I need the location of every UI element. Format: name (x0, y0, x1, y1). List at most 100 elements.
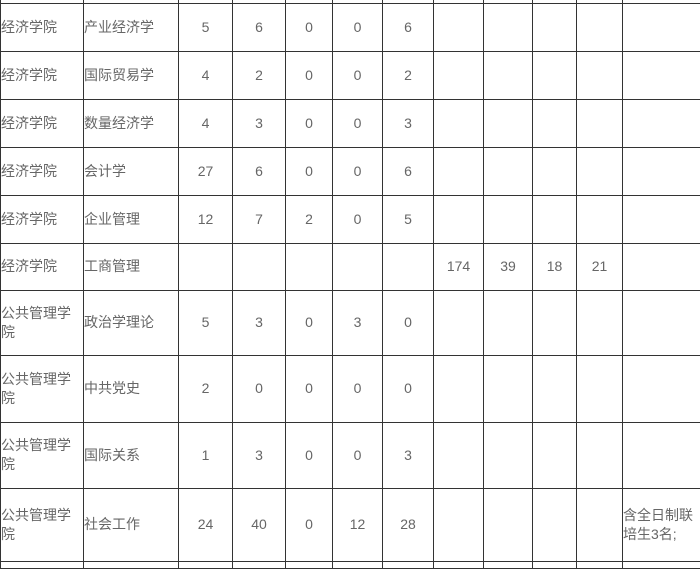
table-row: 公共管理学院 社会工作 24 40 0 12 28 含全日制联培生3名; (0, 487, 700, 562)
college-cell: 经济学院 (0, 242, 84, 291)
value-cell (433, 146, 484, 196)
value-cell: 6 (232, 2, 286, 52)
value-cell: 0 (382, 289, 434, 356)
value-cell (433, 194, 484, 244)
value-cell (576, 50, 623, 100)
value-cell (532, 98, 577, 148)
major-cell: 工商管理 (83, 242, 179, 291)
value-cell: 0 (285, 421, 333, 489)
value-cell: 2 (285, 194, 333, 244)
value-cell: 4 (178, 50, 233, 100)
notes-cell (622, 242, 700, 291)
value-cell (576, 421, 623, 489)
value-cell: 0 (285, 289, 333, 356)
table-row: 经济学院 会计学 27 6 0 0 6 (0, 146, 700, 196)
value-cell: 5 (382, 194, 434, 244)
college-cell: 经济学院 (0, 2, 84, 52)
college-cell: 公共管理学院 (0, 289, 84, 356)
college-cell: 经济学院 (0, 50, 84, 100)
notes-cell (622, 289, 700, 356)
college-cell: 公共管理学院 (0, 354, 84, 423)
value-cell (532, 194, 577, 244)
value-cell (232, 242, 286, 291)
notes-cell (622, 2, 700, 52)
value-cell (483, 354, 533, 423)
value-cell: 12 (332, 487, 383, 562)
value-cell (382, 242, 434, 291)
value-cell: 3 (382, 98, 434, 148)
empty-cell (382, 560, 434, 569)
major-cell: 国际贸易学 (83, 50, 179, 100)
value-cell: 0 (332, 146, 383, 196)
value-cell (483, 487, 533, 562)
value-cell: 0 (382, 354, 434, 423)
value-cell: 12 (178, 194, 233, 244)
table-row: 经济学院 国际贸易学 4 2 0 0 2 (0, 50, 700, 100)
value-cell: 0 (332, 421, 383, 489)
value-cell (532, 289, 577, 356)
major-cell: 企业管理 (83, 194, 179, 244)
value-cell (483, 146, 533, 196)
value-cell: 6 (232, 146, 286, 196)
value-cell (433, 487, 484, 562)
value-cell (178, 242, 233, 291)
value-cell: 28 (382, 487, 434, 562)
value-cell (576, 98, 623, 148)
value-cell (576, 194, 623, 244)
value-cell (433, 50, 484, 100)
value-cell (532, 421, 577, 489)
empty-cell (332, 560, 383, 569)
college-cell: 经济学院 (0, 98, 84, 148)
value-cell (532, 487, 577, 562)
value-cell (576, 354, 623, 423)
value-cell (433, 289, 484, 356)
value-cell: 3 (382, 421, 434, 489)
value-cell: 0 (332, 194, 383, 244)
value-cell: 7 (232, 194, 286, 244)
value-cell: 0 (332, 98, 383, 148)
table-row: 公共管理学院 政治学理论 5 3 0 3 0 (0, 289, 700, 356)
value-cell (433, 98, 484, 148)
value-cell (576, 146, 623, 196)
partial-bottom-row (0, 560, 700, 569)
empty-cell (532, 560, 577, 569)
empty-cell (232, 560, 286, 569)
value-cell: 2 (178, 354, 233, 423)
value-cell: 2 (232, 50, 286, 100)
empty-cell (576, 560, 623, 569)
value-cell: 4 (178, 98, 233, 148)
value-cell: 1 (178, 421, 233, 489)
value-cell: 0 (232, 354, 286, 423)
value-cell: 0 (332, 354, 383, 423)
empty-cell (0, 560, 84, 569)
empty-cell (483, 560, 533, 569)
college-cell: 公共管理学院 (0, 421, 84, 489)
value-cell: 6 (382, 146, 434, 196)
value-cell (576, 487, 623, 562)
empty-cell (83, 560, 179, 569)
value-cell: 40 (232, 487, 286, 562)
value-cell: 3 (232, 289, 286, 356)
value-cell: 21 (576, 242, 623, 291)
value-cell: 18 (532, 242, 577, 291)
table-row: 经济学院 产业经济学 5 6 0 0 6 (0, 2, 700, 52)
major-cell: 中共党史 (83, 354, 179, 423)
notes-cell (622, 421, 700, 489)
value-cell: 0 (332, 50, 383, 100)
notes-cell (622, 50, 700, 100)
notes-cell (622, 146, 700, 196)
value-cell: 27 (178, 146, 233, 196)
value-cell (576, 289, 623, 356)
value-cell (483, 421, 533, 489)
table-row: 经济学院 工商管理 174 39 18 21 (0, 242, 700, 291)
value-cell: 0 (285, 2, 333, 52)
notes-cell (622, 354, 700, 423)
major-cell: 产业经济学 (83, 2, 179, 52)
empty-cell (622, 560, 700, 569)
value-cell: 0 (285, 354, 333, 423)
major-cell: 社会工作 (83, 487, 179, 562)
value-cell: 39 (483, 242, 533, 291)
value-cell (332, 242, 383, 291)
